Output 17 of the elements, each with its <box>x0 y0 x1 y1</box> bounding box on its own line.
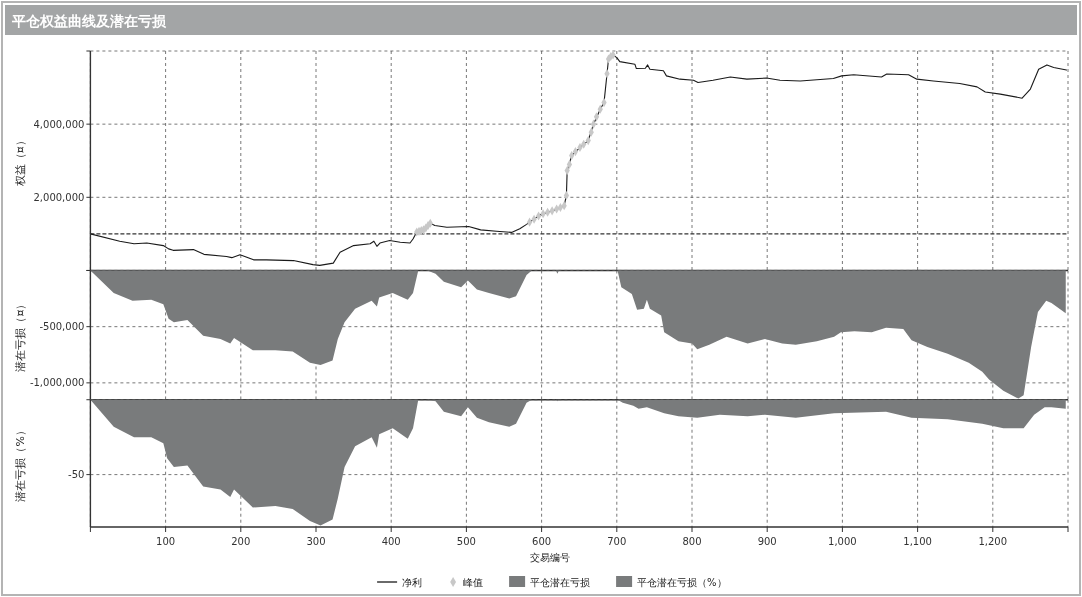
point <box>535 211 542 221</box>
x-tick-label: 1,200 <box>978 536 1008 547</box>
point <box>544 207 551 217</box>
text: 平仓潜在亏损（%） <box>637 576 727 588</box>
x-tick-label: 800 <box>682 536 702 547</box>
point <box>526 217 533 227</box>
point <box>566 159 573 169</box>
point <box>590 119 597 129</box>
x-tick-label: 1,100 <box>903 536 932 547</box>
x-tick-label: 900 <box>757 536 777 547</box>
x-tick-label: 700 <box>607 536 627 547</box>
x-axis-title: 交易编号 <box>530 552 570 563</box>
x-tick-label: 600 <box>532 536 552 547</box>
x-tick-label: 1,000 <box>828 536 857 547</box>
point <box>593 112 600 122</box>
point <box>572 147 579 157</box>
legend-label: 平仓潜在亏损 <box>530 576 591 588</box>
